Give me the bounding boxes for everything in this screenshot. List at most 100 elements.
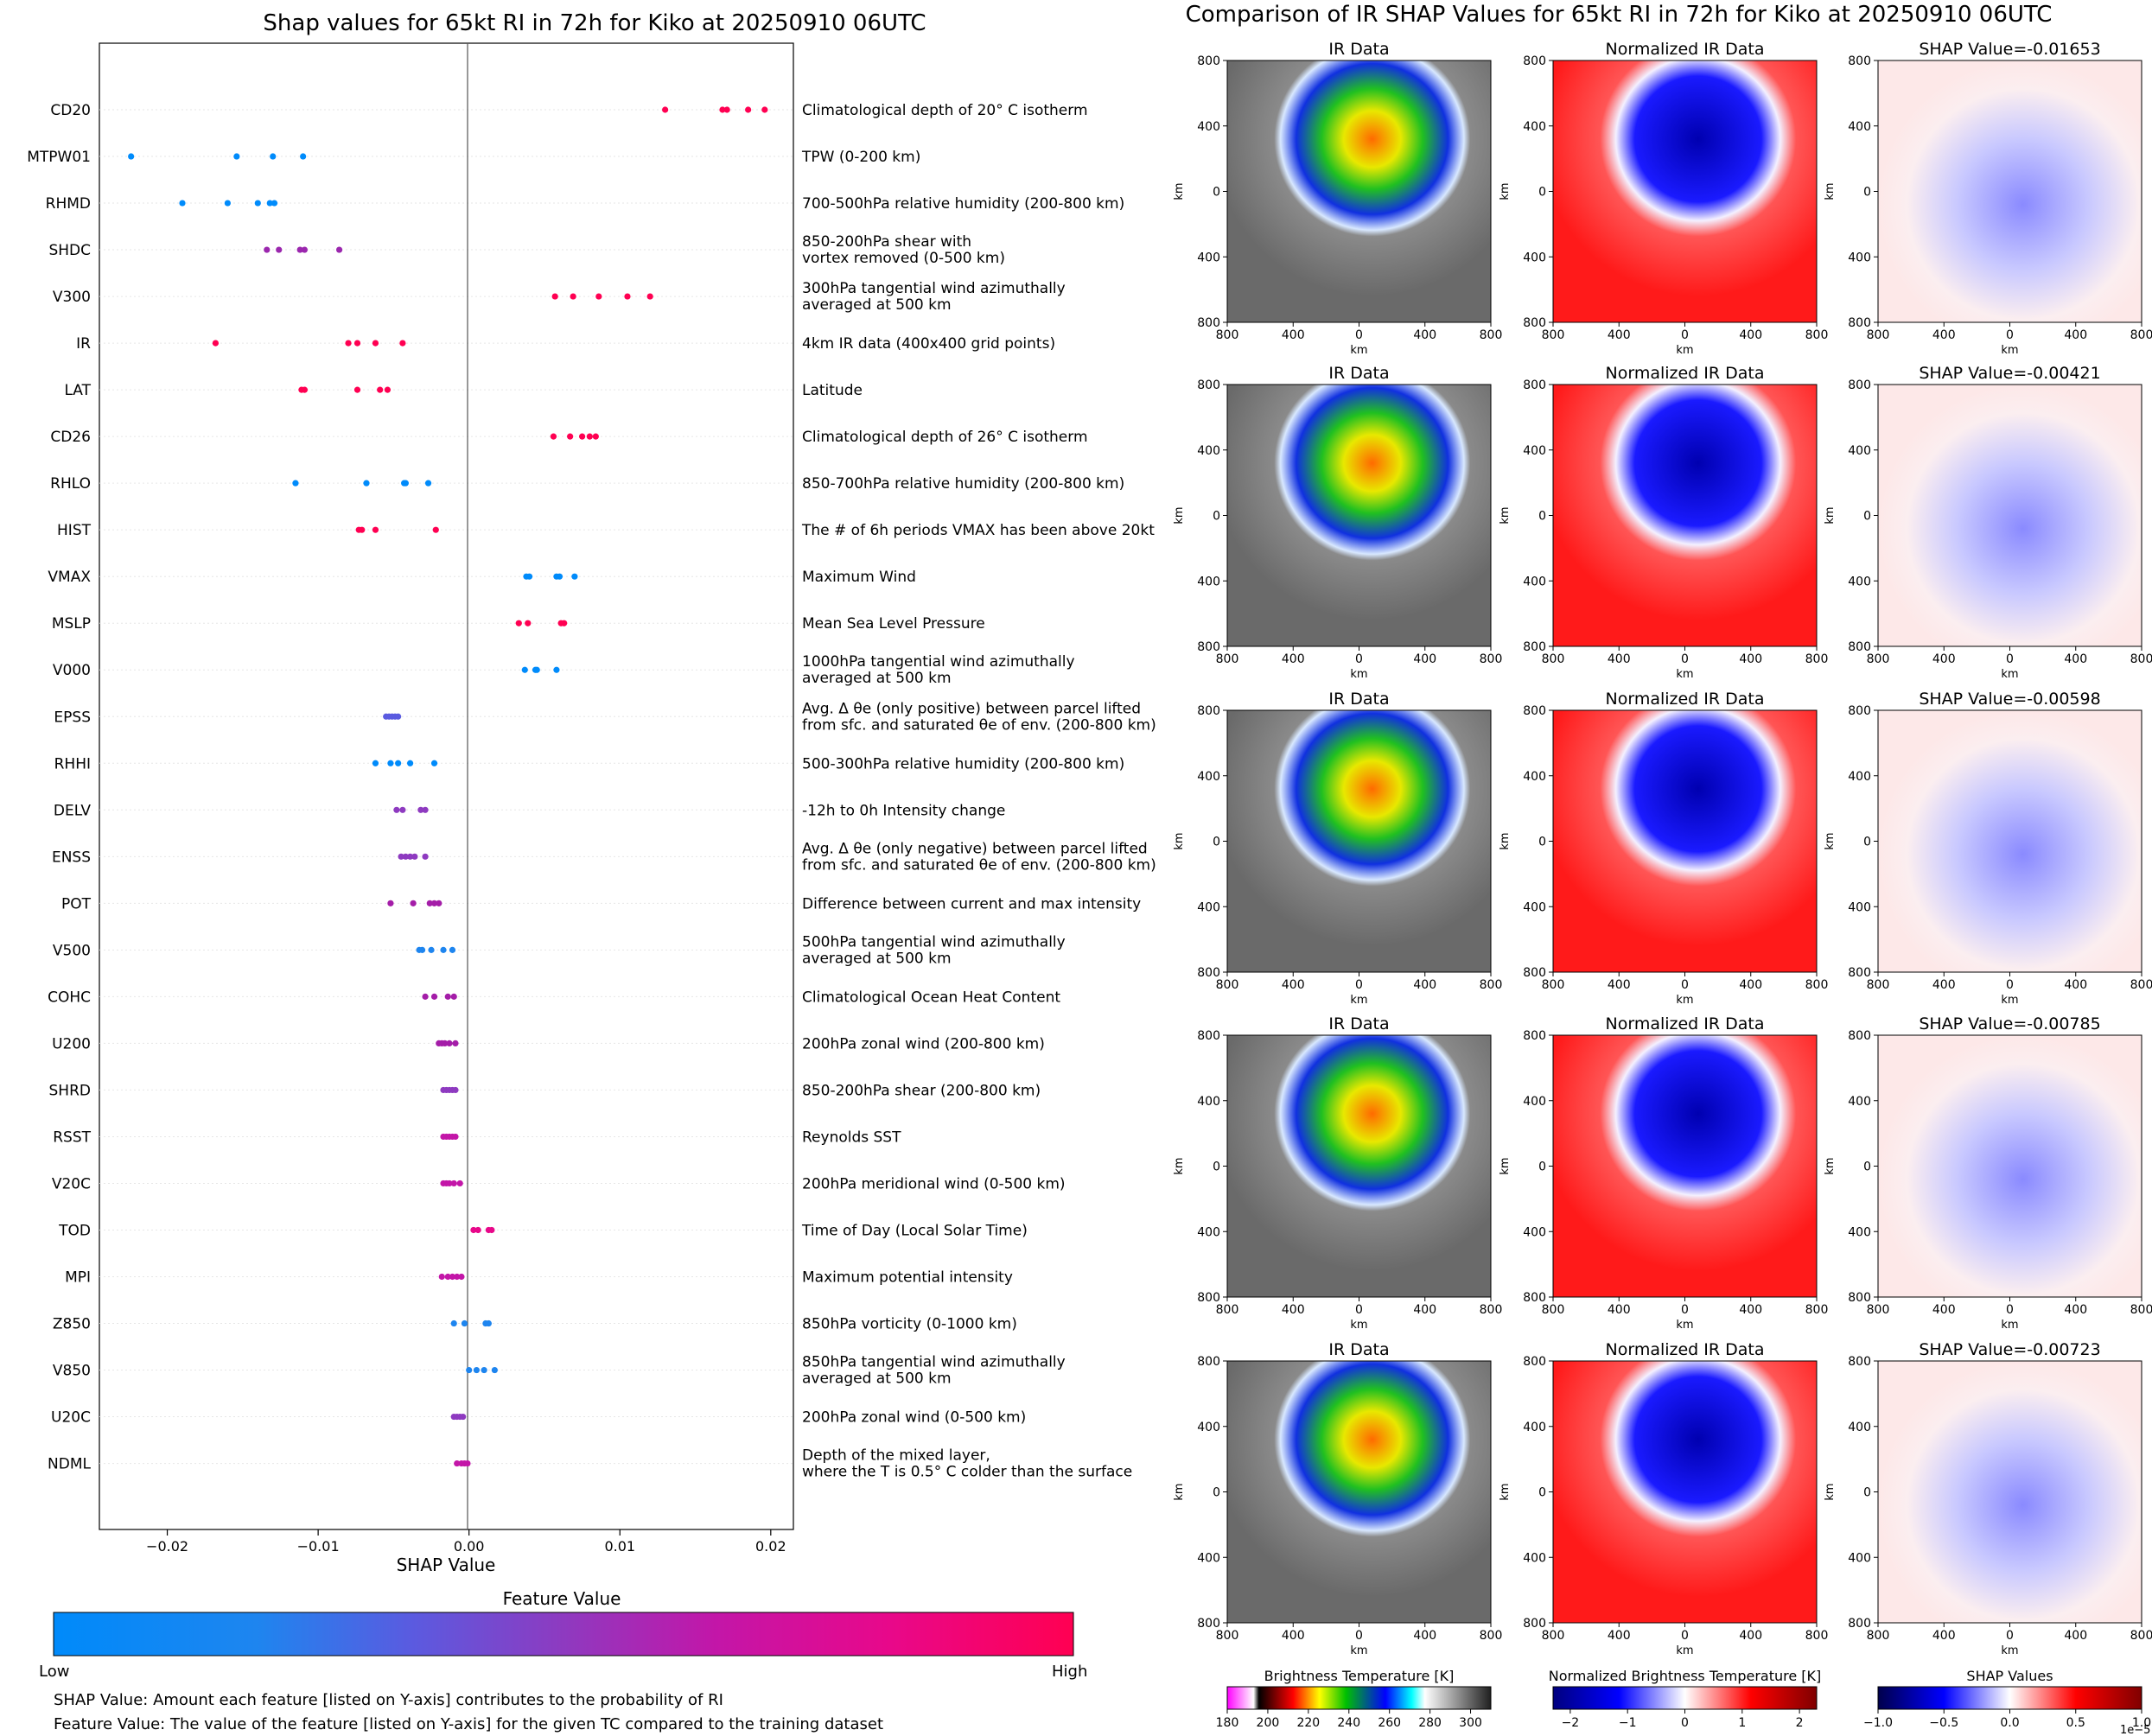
- x-axis-ticks: −0.02 −0.01 0.00 0.01 0.02: [146, 1529, 786, 1555]
- feature-code-label: V20C: [52, 1175, 91, 1192]
- ir-image: [1226, 1034, 1492, 1298]
- feature-description: Depth of the mixed layer, where the T is …: [802, 1447, 1132, 1481]
- footer-line-2: Feature Value: The value of the feature …: [54, 1715, 883, 1733]
- feature-code-label: SHRD: [49, 1082, 91, 1099]
- panel-y-label: km: [1824, 182, 1837, 200]
- feature-description: Maximum potential intensity: [802, 1269, 1013, 1287]
- shap-point: [446, 1180, 453, 1187]
- panel-x-tick-label: 800: [1216, 652, 1239, 666]
- shap-point: [353, 386, 361, 393]
- shap-point: [624, 293, 631, 300]
- feature-code-label: U200: [52, 1035, 91, 1052]
- panel-y-tick-label: 800: [1523, 1355, 1546, 1369]
- panel-x-tick-label: 400: [2064, 1303, 2087, 1317]
- panel-title: IR Data: [1328, 690, 1389, 709]
- panel-y-tick-label: 0: [1538, 510, 1546, 524]
- shap-point: [525, 620, 532, 626]
- panel-x-tick-label: 400: [1413, 978, 1436, 992]
- panel-y-tick-label: 400: [1848, 900, 1871, 914]
- shap-point: [438, 1273, 445, 1281]
- shap-point: [442, 1040, 449, 1046]
- panel-y-tick-label: 0: [1213, 836, 1220, 849]
- panel-x-tick-label: 400: [2064, 652, 2087, 666]
- feature-code-label: V850: [53, 1363, 91, 1380]
- feature-description: 700-500hPa relative humidity (200-800 km…: [802, 195, 1124, 213]
- panel-colorbars: Brightness Temperature [K] 180 200 220 240 26…: [1216, 1668, 2152, 1736]
- panel-y-label: km: [1173, 1157, 1186, 1174]
- shap-point: [556, 573, 563, 580]
- panel-y-tick-label: 400: [1848, 770, 1871, 784]
- panel-y-tick-label: 800: [1523, 316, 1546, 330]
- panel-title: SHAP Value=-0.00421: [1919, 364, 2100, 383]
- shap-point: [592, 433, 599, 440]
- panel-y-tick-label: 0: [1538, 1161, 1546, 1174]
- panel-y-label: km: [1824, 1157, 1837, 1174]
- panel-x-tick-label: 400: [1413, 1629, 1436, 1643]
- panel-y-tick-label: 400: [1523, 770, 1546, 784]
- panel-y-tick-label: 400: [1523, 575, 1546, 588]
- shap-point: [440, 946, 447, 953]
- panel-x-tick-label: 0: [1355, 978, 1363, 992]
- panel-x-label: km: [1676, 1644, 1693, 1657]
- panel-y-tick-label: 0: [1863, 510, 1871, 524]
- panel-y-tick-label: 800: [1523, 54, 1546, 68]
- panel-x-tick-label: 800: [1805, 1629, 1829, 1643]
- shap-point: [452, 1133, 459, 1141]
- panel-x-tick-label: 800: [1805, 652, 1829, 666]
- colorbar-tick-label: −2: [1562, 1716, 1580, 1730]
- feature-description: Time of Day (Local Solar Time): [801, 1222, 1028, 1239]
- x-tick-label: 0.01: [604, 1538, 635, 1555]
- shap-point: [460, 1413, 467, 1421]
- panel-x-tick-label: 0: [2006, 978, 2014, 992]
- panel-x-tick-label: 800: [2130, 1303, 2152, 1317]
- shap-point: [430, 993, 438, 1000]
- panel-x-tick-label: 400: [1739, 1629, 1762, 1643]
- panel-x-tick-label: 400: [1608, 978, 1631, 992]
- shap-point: [481, 1366, 487, 1374]
- panel-x-tick-label: 800: [1542, 328, 1565, 342]
- feature-code-labels: CD20 MTPW01 RHMD SHDC V300 IR LAT CD26 RHLO HIST V…: [27, 102, 91, 1473]
- panel-y-label: km: [1499, 832, 1512, 849]
- panel-y-label: km: [1499, 1157, 1512, 1174]
- shap-point: [384, 386, 392, 393]
- shap-point: [224, 200, 231, 207]
- panel-y-tick-label: 800: [1523, 1291, 1546, 1305]
- feature-description: Reynolds SST: [802, 1129, 901, 1146]
- panel-title: Normalized IR Data: [1606, 364, 1765, 383]
- shap-point: [452, 1086, 459, 1094]
- panel-y-label: km: [1824, 506, 1837, 524]
- colorbar: [1226, 1686, 1492, 1710]
- feature-code-label: RSST: [53, 1129, 91, 1146]
- shap-point: [395, 713, 402, 720]
- panel-x-tick-label: 400: [2064, 1629, 2087, 1643]
- panel-x-tick-label: 400: [1608, 1303, 1631, 1317]
- panel-x-tick-label: 800: [1867, 1629, 1890, 1643]
- colorbar-tick-label: 240: [1337, 1716, 1360, 1730]
- colorbar-title: Feature Value: [503, 1588, 621, 1609]
- panel-y-tick-label: 800: [1523, 704, 1546, 718]
- panel-x-tick-label: 800: [1480, 328, 1503, 342]
- shap-point: [461, 1319, 468, 1327]
- panel-y-tick-label: 0: [1213, 510, 1220, 524]
- panel-y-tick-label: 800: [1197, 54, 1220, 68]
- colorbar-tick-label: 0.0: [2000, 1716, 2019, 1730]
- panel-y-tick-label: 400: [1523, 120, 1546, 134]
- panel-y-tick-label: 800: [1523, 1029, 1546, 1043]
- panel-y-tick-label: 400: [1523, 1421, 1546, 1434]
- feature-code-label: ENSS: [52, 849, 91, 866]
- panel-y-tick-label: 800: [1197, 1029, 1220, 1043]
- feature-description: 4km IR data (400x400 grid points): [802, 335, 1055, 353]
- feature-code-label: CD26: [50, 429, 91, 446]
- panel-x-label: km: [1676, 1319, 1693, 1332]
- colorbar-tick-label: 300: [1459, 1716, 1482, 1730]
- feature-description: TPW (0-200 km): [801, 149, 920, 166]
- normalized-ir-image: [1552, 384, 1818, 647]
- panel-y-tick-label: 800: [1848, 378, 1871, 392]
- shap-point: [473, 1366, 481, 1374]
- panel-y-tick-label: 400: [1848, 575, 1871, 588]
- shap-point: [212, 340, 220, 347]
- row-gridlines: [99, 109, 793, 1465]
- panel-y-tick-label: 800: [1848, 966, 1871, 980]
- panel-y-tick-label: 400: [1848, 120, 1871, 134]
